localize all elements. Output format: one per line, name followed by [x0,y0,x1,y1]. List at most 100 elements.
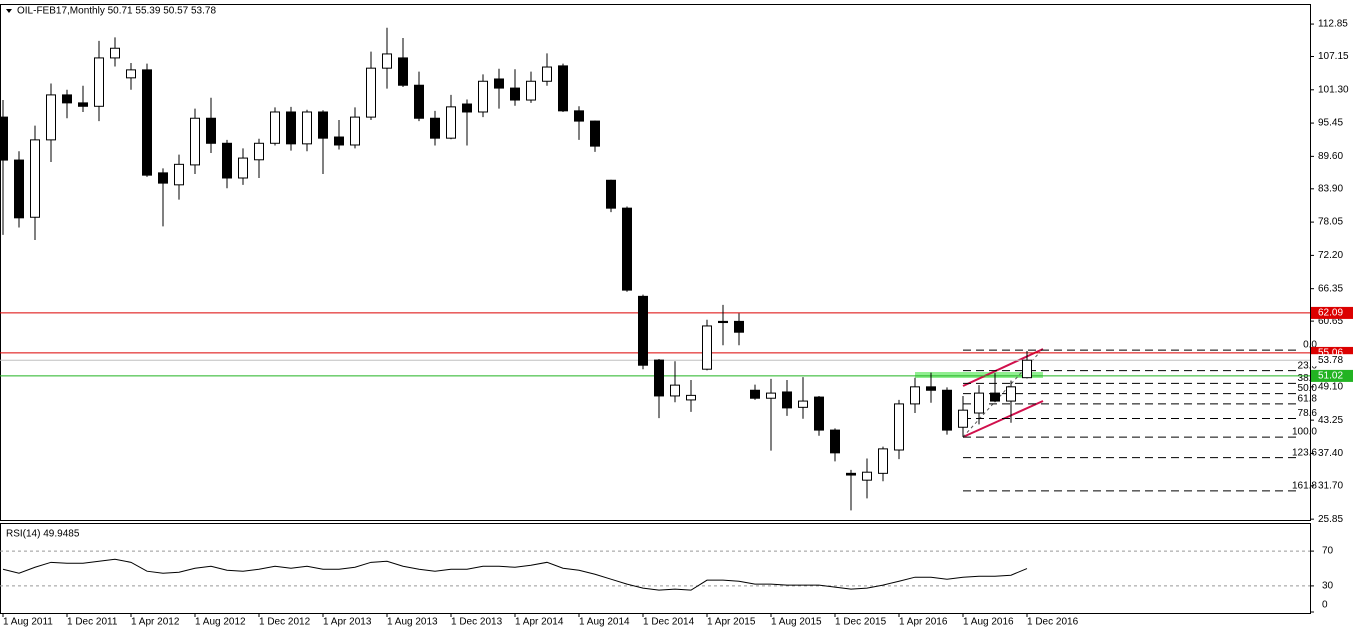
fib-level-label: 61.8 [1298,393,1318,404]
candle-body [478,80,488,113]
candle-body [894,403,904,451]
candle-body [702,325,712,370]
candle-body [430,117,440,139]
menu-arrow [6,9,12,13]
x-tick-label: 1 Aug 2015 [771,617,822,628]
y-tick-label: 72.20 [1318,250,1343,261]
rsi-y-tick-label: 0 [1322,600,1328,611]
candle-body [302,111,312,145]
candle-body [446,106,456,139]
candle-body [206,117,216,144]
candle-body [462,103,472,113]
candle-body [526,80,536,101]
y-tick-label: 31.70 [1318,480,1343,491]
price-tag-label: 55.06 [1318,348,1343,359]
candle-body [782,391,792,409]
candle-body [222,142,232,179]
candle-body [126,69,136,79]
candle-body [830,429,840,454]
x-tick-label: 1 Aug 2013 [387,617,438,628]
price-tag [1311,369,1353,382]
candle-body [910,386,920,405]
candle-body [174,163,184,186]
x-tick-label: 1 Aug 2011 [3,617,53,628]
x-tick-label: 1 Apr 2016 [899,617,948,628]
fib-level-label: 100.0 [1292,427,1317,438]
y-tick-label: 60.65 [1318,316,1343,327]
x-tick-label: 1 Apr 2015 [707,617,756,628]
candle-body [62,94,72,104]
candle-body [862,471,872,481]
fib-level-label: 78.6 [1298,408,1318,419]
x-tick-label: 1 Aug 2014 [579,617,630,628]
y-tick-label: 83.90 [1318,183,1343,194]
candle-body [382,53,392,69]
x-tick-label: 1 Dec 2015 [835,617,887,628]
fib-level-label: 38.2 [1298,373,1318,384]
y-tick-label: 37.40 [1318,448,1343,459]
rsi-line [2,558,1028,591]
candle-body [542,66,552,82]
candle-body [414,84,424,119]
x-tick-label: 1 Apr 2012 [131,617,180,628]
fib-level-label: 123.6 [1292,447,1317,458]
candle-body [334,136,344,146]
fib-level-label: 23.6 [1298,360,1318,371]
candle-body [0,116,8,161]
y-tick-label: 112.85 [1318,19,1348,30]
channel-lower [962,400,1044,438]
x-tick-label: 1 Dec 2012 [259,617,311,628]
fib-level-label: 50.0 [1298,383,1318,394]
candle-body [350,116,360,146]
y-tick-label: 107.15 [1318,51,1349,62]
candle-body [30,139,40,218]
y-tick-label: 95.45 [1318,118,1343,129]
fib-trendline [962,351,1041,438]
x-tick-label: 1 Dec 2016 [1027,617,1079,628]
candle-body [846,472,856,476]
candle-body [638,295,648,366]
price-tag-label: 62.09 [1318,308,1343,319]
x-tick-label: 1 Dec 2011 [67,617,118,628]
candle-body [270,111,280,144]
x-tick-label: 1 Dec 2014 [643,617,695,628]
y-tick-label: 25.85 [1318,514,1343,525]
main-panel-frame [0,4,1311,521]
x-tick-label: 1 Dec 2013 [451,617,503,628]
rsi-title: RSI(14) 49.9485 [6,529,80,540]
candle-body [590,120,600,147]
candle-body [1006,386,1016,402]
rsi-y-tick-label: 30 [1322,581,1334,592]
candle-body [110,47,120,59]
candle-body [46,94,56,141]
candle-body [510,87,520,101]
price-tag [1311,306,1353,319]
candle-body [558,65,568,112]
y-tick-label: 89.60 [1318,151,1343,162]
candle-body [622,207,632,291]
x-tick-label: 1 Apr 2014 [515,617,564,628]
candle-body [718,320,728,324]
candle-body [750,389,760,399]
candle-body [926,386,936,391]
rsi-panel-frame [0,523,1311,614]
channel-upper [962,348,1044,387]
price-tag-label: 53.78 [1318,355,1343,366]
candle-body [878,448,888,474]
candle-body [606,179,616,209]
fib-level-label: 0.0 [1303,340,1317,351]
candle-body [574,110,584,122]
x-tick-label: 1 Aug 2012 [195,617,246,628]
price-tag [1311,354,1353,367]
candle-body [158,172,168,184]
chart-title: OIL-FEB17,Monthly 50.71 55.39 50.57 53.7… [17,6,216,17]
candle-body [670,384,680,397]
candle-body [366,67,376,118]
candle-body [78,102,88,107]
candle-body [990,392,1000,402]
candle-body [958,409,968,428]
y-tick-label: 101.30 [1318,84,1349,95]
y-tick-label: 43.25 [1318,415,1343,426]
support-zone [915,372,1043,378]
